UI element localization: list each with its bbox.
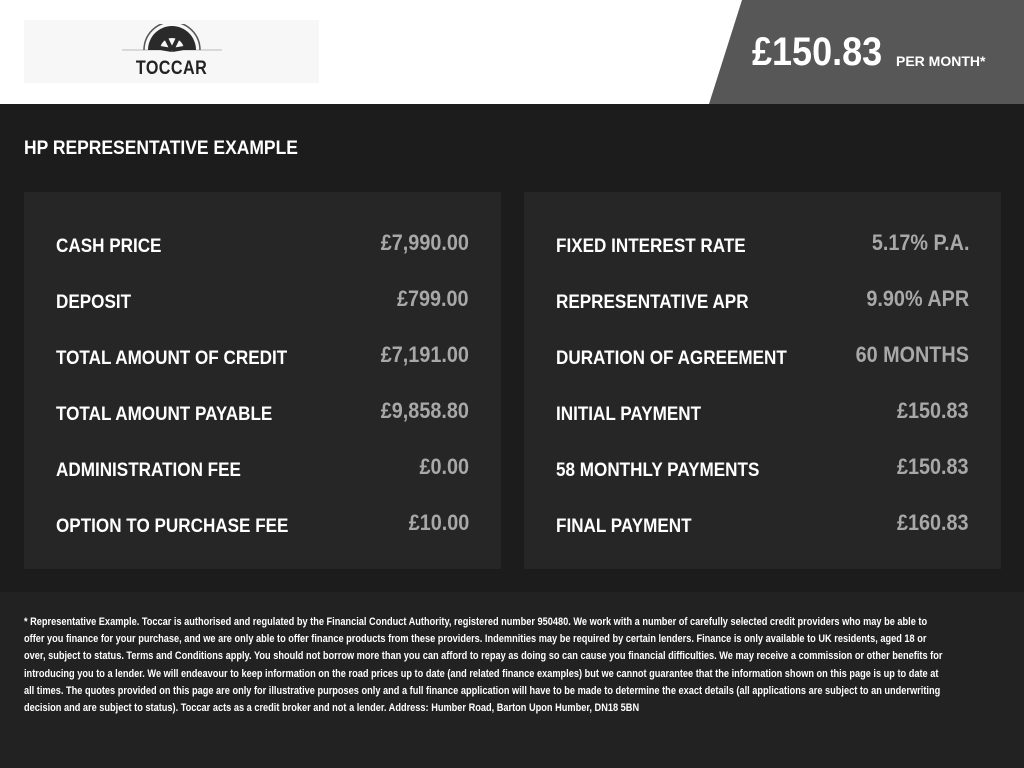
logo-text: TOCCAR <box>135 58 208 79</box>
header: TOCCAR £150.83 PER MONTH* <box>0 0 1024 104</box>
finance-row: DEPOSIT £799.00 <box>56 286 469 316</box>
row-label: 58 MONTHLY PAYMENTS <box>556 460 760 481</box>
row-label: CASH PRICE <box>56 236 162 257</box>
row-value: 60 MONTHS <box>855 342 969 367</box>
price-panel <box>709 0 1024 104</box>
row-value: £7,191.00 <box>380 342 469 367</box>
row-value: £799.00 <box>397 286 469 311</box>
per-month-label: PER MONTH* <box>896 53 986 69</box>
row-label: TOTAL AMOUNT OF CREDIT <box>56 348 288 369</box>
finance-row: TOTAL AMOUNT OF CREDIT £7,191.00 <box>56 342 469 372</box>
row-value: £10.00 <box>408 510 469 535</box>
row-label: OPTION TO PURCHASE FEE <box>56 516 289 537</box>
row-value: 5.17% P.A. <box>871 230 969 255</box>
row-label: DURATION OF AGREEMENT <box>556 348 787 369</box>
row-label: INITIAL PAYMENT <box>556 404 702 425</box>
row-label: TOTAL AMOUNT PAYABLE <box>56 404 273 425</box>
row-value: £160.83 <box>897 510 969 535</box>
row-label: REPRESENTATIVE APR <box>556 292 749 313</box>
row-label: FIXED INTEREST RATE <box>556 236 746 257</box>
row-value: £0.00 <box>419 454 469 479</box>
disclaimer-text: * Representative Example. Toccar is auth… <box>24 616 943 715</box>
row-label: FINAL PAYMENT <box>556 516 692 537</box>
row-value: £150.83 <box>897 454 969 479</box>
right-card: FIXED INTEREST RATE 5.17% P.A. REPRESENTA… <box>524 192 1001 569</box>
row-value: £150.83 <box>897 398 969 423</box>
finance-row: TOTAL AMOUNT PAYABLE £9,858.80 <box>56 398 469 428</box>
monthly-price: £150.83 <box>752 30 883 74</box>
finance-row: OPTION TO PURCHASE FEE £10.00 <box>56 510 469 540</box>
wheel-icon <box>122 24 222 56</box>
finance-row: FIXED INTEREST RATE 5.17% P.A. <box>556 230 969 260</box>
row-value: £9,858.80 <box>380 398 469 423</box>
row-label: DEPOSIT <box>56 292 132 313</box>
row-value: £7,990.00 <box>380 230 469 255</box>
finance-row: DURATION OF AGREEMENT 60 MONTHS <box>556 342 969 372</box>
finance-row: CASH PRICE £7,990.00 <box>56 230 469 260</box>
toccar-logo[interactable]: TOCCAR <box>24 20 319 83</box>
finance-row: REPRESENTATIVE APR 9.90% APR <box>556 286 969 316</box>
row-label: ADMINISTRATION FEE <box>56 460 241 481</box>
left-card: CASH PRICE £7,990.00 DEPOSIT £799.00 TOTAL… <box>24 192 501 569</box>
finance-section: HP REPRESENTATIVE EXAMPLE CASH PRICE £7,9… <box>0 104 1024 592</box>
section-title: HP REPRESENTATIVE EXAMPLE <box>24 138 298 159</box>
finance-row: FINAL PAYMENT £160.83 <box>556 510 969 540</box>
row-value: 9.90% APR <box>866 286 969 311</box>
finance-row: INITIAL PAYMENT £150.83 <box>556 398 969 428</box>
finance-row: ADMINISTRATION FEE £0.00 <box>56 454 469 484</box>
finance-row: 58 MONTHLY PAYMENTS £150.83 <box>556 454 969 484</box>
